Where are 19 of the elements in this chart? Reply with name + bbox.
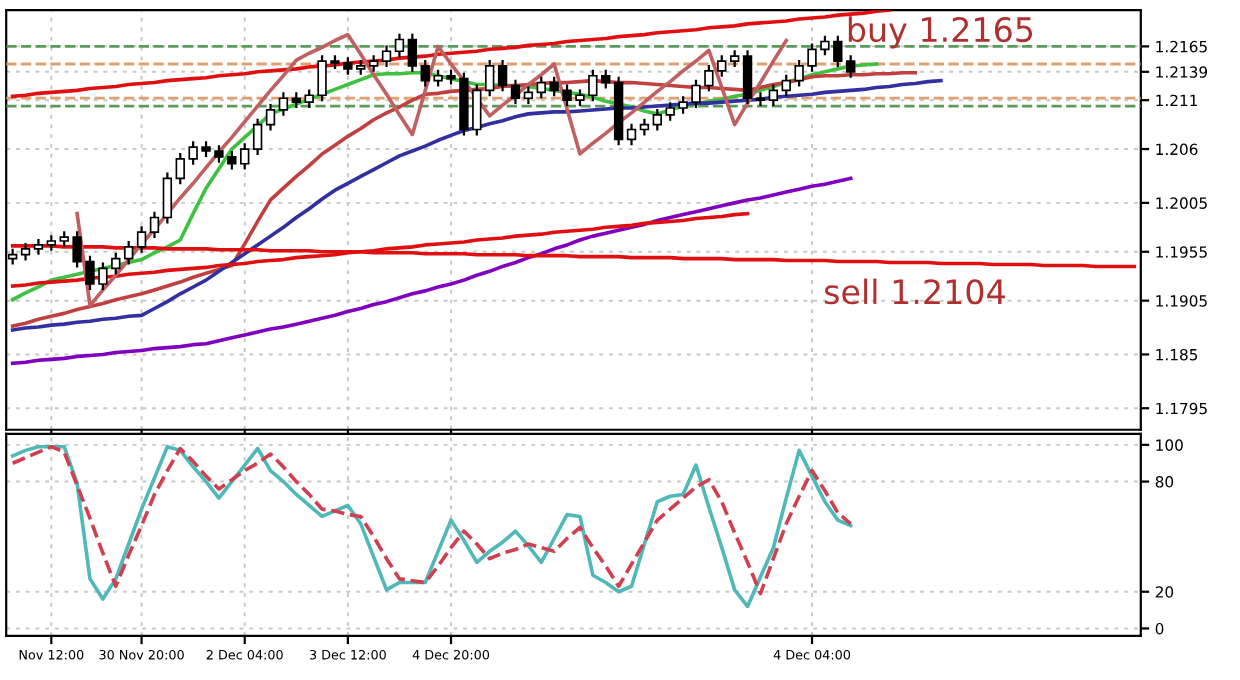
candlestick [394, 32, 405, 59]
candlestick [626, 122, 637, 147]
annotation: sell 1.2104 [824, 278, 1005, 305]
candlestick [510, 78, 521, 106]
candlestick [278, 91, 289, 117]
annotation: buy 1.2165 [848, 16, 1033, 49]
candlestick [162, 171, 173, 225]
line-series [75, 32, 789, 308]
candlestick [742, 49, 753, 106]
candlestick [149, 210, 160, 240]
candlestick [123, 239, 134, 266]
candlestick [252, 117, 263, 157]
candlestick [265, 102, 276, 132]
candlestick [407, 32, 418, 73]
candlestick [755, 91, 766, 108]
candlestick [381, 44, 392, 69]
candlestick [497, 58, 508, 93]
candlestick [136, 225, 147, 254]
candlestick [768, 83, 779, 108]
